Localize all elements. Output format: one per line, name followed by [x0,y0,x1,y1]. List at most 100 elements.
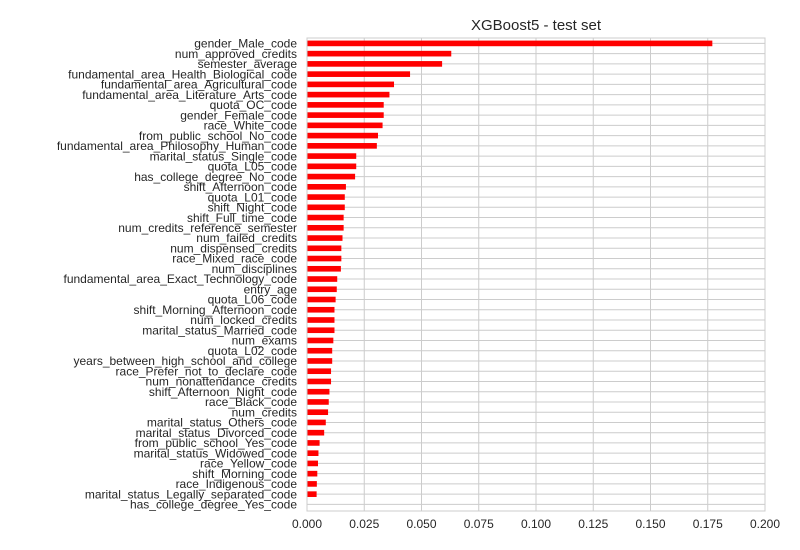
y-tick-label: shift_Afternoon_code [184,180,298,194]
x-tick-label: 0.050 [406,517,436,531]
x-tick-label: 0.025 [349,517,379,531]
y-tick-label: shift_Morning_code [192,467,297,481]
bar [307,358,333,364]
bar [307,102,384,108]
y-tick-label: marital_status_Single_code [150,149,298,163]
y-tick-label: quota_L05_code [208,160,298,174]
y-tick-label: fundamental_area_Health_Biological_code [68,67,297,81]
bar [307,61,443,67]
bar [307,173,356,180]
y-tick-label: shift_Night_code [208,201,298,215]
y-tick-label: fundamental_area_Agricultural_code [101,78,297,92]
y-tick-label: marital_status_Divorced_code [136,426,298,440]
bar [307,265,341,272]
bar [307,224,344,231]
y-tick-label: marital_status_Others_code [147,416,297,430]
y-tick-label: shift_Morning_Afternoon_code [134,303,298,317]
y-tick-label: race_Prefer_not_to_declare_code [116,364,298,378]
bars [307,40,713,497]
bar [307,122,383,129]
bar [307,163,357,170]
x-tick-label: 0.150 [635,517,665,531]
x-tick-label: 0.075 [464,517,494,531]
bar [307,429,325,436]
x-tick-label: 0.200 [750,517,780,531]
bar [307,143,377,149]
y-tick-label: from_public_school_Yes_code [135,436,298,450]
y-tick-label: shift_Afternoon_Night_code [149,385,297,399]
bar [307,460,318,467]
bar [307,368,332,375]
y-tick-label: marital_status_Legally_separated_code [85,487,297,501]
x-tick-label: 0.175 [693,517,723,531]
bar [307,50,452,57]
bar [307,378,332,385]
y-tick-label: race_Mixed_race_code [172,252,297,266]
y-tick-label: fundamental_area_Philosophy_Human_code [57,139,297,153]
bar [307,286,337,293]
y-tick-label: race_White_code [204,119,298,133]
plot-frame [306,37,766,512]
x-tick-label: 0.100 [521,517,551,531]
bar [307,399,329,405]
y-tick-label: gender_Female_code [180,108,297,122]
bar [307,91,390,98]
y-tick-label: fundamental_area_Exact_Technology_code [63,272,297,286]
y-tick-label: fundamental_area_Literature_Arts_code [82,88,297,102]
y-tick-label: num_approved_credits [175,47,297,61]
bar [307,419,326,426]
y-tick-label: num_dispensed_credits [170,241,297,255]
y-tick-label: quota_OC_code [210,98,298,112]
bar [307,491,317,497]
bar [307,245,342,252]
y-tick-label: num_disciplines [212,262,297,276]
y-tick-label: quota_L02_code [208,344,298,358]
bar [307,255,342,262]
y-tick-label: num_credits [232,405,297,419]
y-tick-label: quota_L06_code [208,293,298,307]
bar [307,337,334,344]
y-tick-label: num_failed_credits [196,231,297,245]
bar [307,440,320,446]
bar [307,296,336,303]
y-tick-label: num_exams [232,334,297,348]
x-tick-label: 0.000 [292,517,322,531]
y-tick-label: semester_average [198,57,298,71]
bar [307,194,345,200]
bar [307,306,335,313]
bar [307,470,318,477]
bar [307,327,335,334]
bar [307,132,378,139]
y-tick-label: num_credits_reference_semester [118,221,297,235]
bar [307,81,395,88]
bar [307,184,346,190]
y-axis-labels: gender_Male_codenum_approved_creditsseme… [57,37,297,512]
bar [307,347,333,354]
y-tick-label: shift_Full_time_code [187,211,297,225]
x-tick-label: 0.125 [578,517,608,531]
bar [307,112,384,118]
y-tick-label: race_Yellow_code [200,457,297,471]
y-tick-label: from_public_school_No_code [139,129,297,143]
y-tick-label: num_locked_credits [190,313,297,327]
y-tick-label: entry_age [244,282,298,296]
y-tick-label: race_Indigenous_code [176,477,298,491]
x-axis-labels: 0.000 0.025 0.050 0.075 0.100 0.125 0.150 0.175… [292,517,780,531]
y-tick-label: marital_status_Widowed_code [134,446,298,460]
bar [307,214,344,221]
bar [307,153,357,159]
bar [307,40,713,47]
bar [307,235,343,241]
y-tick-label: marital_status_Married_code [142,323,297,337]
bar [307,71,411,77]
y-tick-label: years_between_high_school_and_college [73,354,297,368]
bar [307,409,329,416]
y-tick-label: gender_Male_code [194,37,297,51]
y-tick-label: has_college_degree_No_code [134,170,297,184]
bar [307,481,317,487]
bar [307,204,345,211]
y-tick-label: quota_L01_code [208,190,298,204]
bar [307,317,335,323]
bar [307,276,338,282]
